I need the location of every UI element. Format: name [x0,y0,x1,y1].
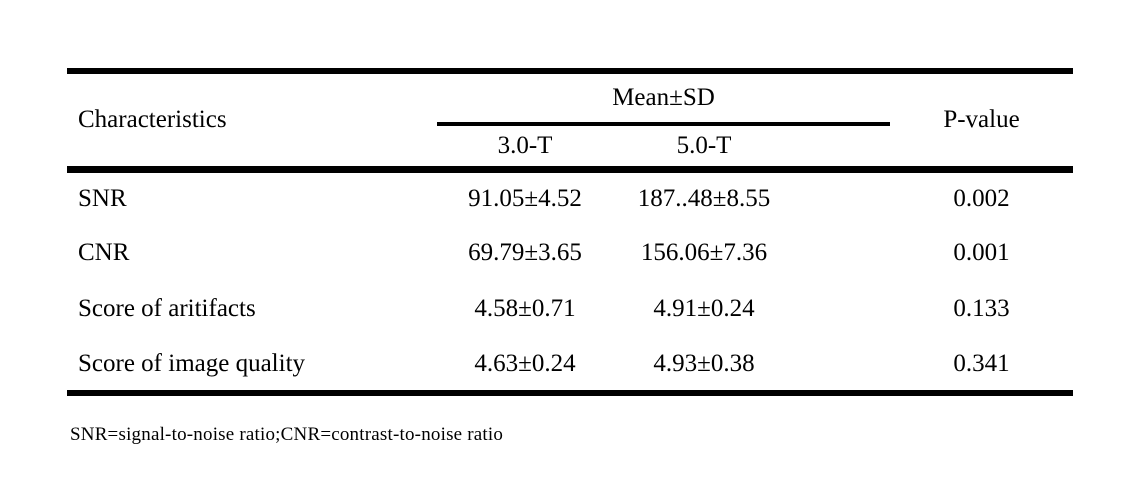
cell-characteristic: Score of image quality [78,349,306,377]
cell-p-value: 0.001 [953,239,1010,266]
table-row-snr: SNR 91.05±4.52 187..48±8.55 0.002 [67,169,1073,225]
cell-mean-sd-5t: 156.06±7.36 [640,239,768,266]
header-5t-column: 5.0-T [613,124,891,173]
cell-mean-sd-5t: 187..48±8.55 [637,184,771,212]
cell-mean-sd-5t: 4.91±0.24 [653,295,755,322]
cell-mean-sd-3t: 4.58±0.71 [474,295,576,322]
header-mean-sd: Mean±SD [437,71,891,126]
table-row-score-image-quality: Score of image quality 4.63±0.24 4.93±0.… [67,337,1073,393]
cell-characteristic: CNR [78,239,130,266]
cell-characteristic: Score of aritifacts [78,295,256,322]
cell-p-value: 0.341 [953,349,1010,377]
header-characteristics: Characteristics [67,71,437,173]
table-footnote: SNR=signal-to-noise ratio;CNR=contrast-t… [70,424,504,445]
header-3t-column: 3.0-T [437,124,613,173]
cell-p-value: 0.133 [953,295,1010,322]
cell-characteristic: SNR [78,184,127,212]
header-p-value: P-value [890,71,1074,173]
header-row-sub: 3.0-T 5.0-T [67,124,1073,173]
table-header: Characteristics Mean±SD P-value 3.0-T 5.… [67,71,1074,173]
cell-mean-sd-3t: 69.79±3.65 [468,239,582,266]
cell-mean-sd-5t: 4.93±0.38 [653,349,755,377]
table-body: SNR 91.05±4.52 187..48±8.55 0.002 CNR 69… [67,169,1073,393]
results-table: Characteristics Mean±SD P-value 3.0-T 5.… [67,68,1074,396]
cell-mean-sd-3t: 91.05±4.52 [468,184,582,212]
cell-mean-sd-3t: 4.63±0.24 [474,349,576,377]
header-row-top: Characteristics Mean±SD P-value [67,71,1074,173]
cell-p-value: 0.002 [953,184,1010,212]
table-row-cnr: CNR 69.79±3.65 156.06±7.36 0.001 [67,225,1073,281]
table-row-score-artifacts: Score of aritifacts 4.58±0.71 4.91±0.24 … [67,281,1073,337]
